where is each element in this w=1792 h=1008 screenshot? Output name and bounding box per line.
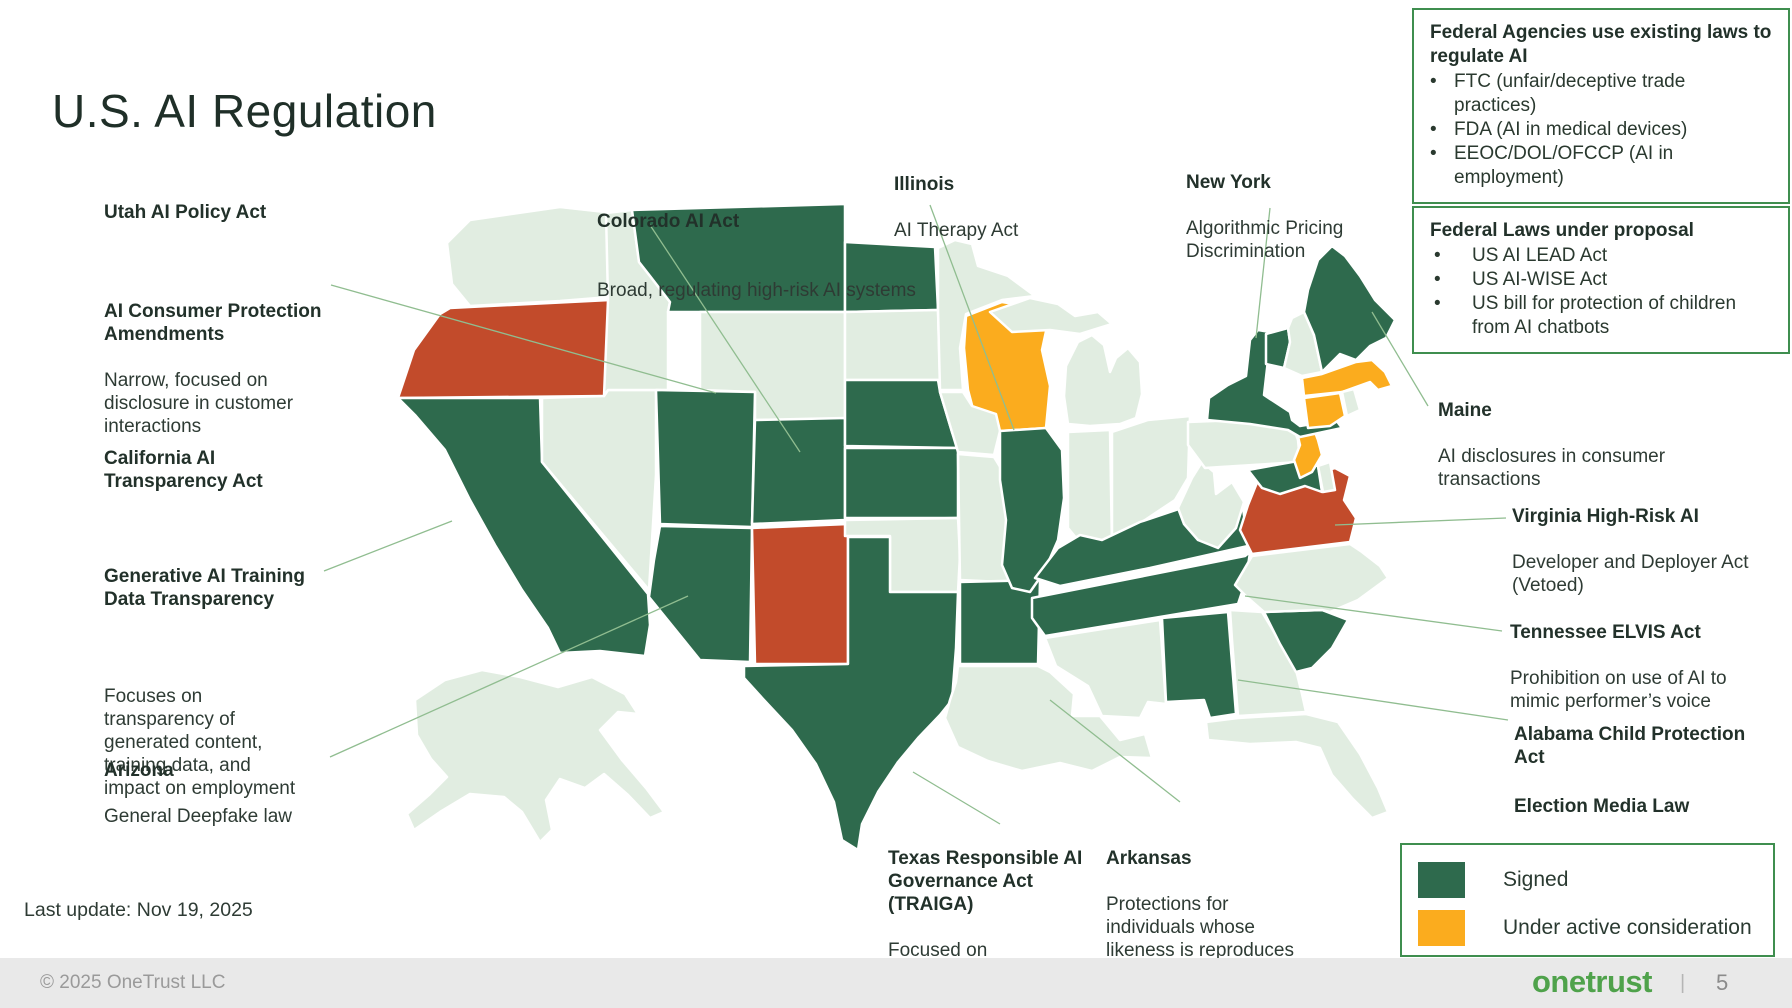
state-ks [843, 446, 960, 520]
state-fl [1204, 712, 1390, 820]
federal-laws-title: Federal Laws under proposal [1430, 220, 1694, 241]
page-title: U.S. AI Regulation [52, 85, 437, 137]
legend-row-signed: Signed [1418, 859, 1773, 901]
utah-heading: AI Consumer Protection Amendments [104, 301, 322, 345]
legend-label-consideration: Under active consideration [1503, 916, 1752, 939]
arizona-body: General Deepfake law [104, 806, 292, 827]
legend-label-signed: Signed [1503, 868, 1569, 891]
california-heading-2: Generative AI Training Data Transparency [104, 566, 305, 610]
state-or [396, 298, 612, 400]
annotation-virginia: Virginia High-Risk AI Developer and Depl… [1512, 482, 1749, 620]
onetrust-logo: onetrust [1532, 964, 1653, 999]
state-az [647, 524, 754, 664]
alabama-heading: Alabama Child Protection Act [1514, 724, 1746, 768]
annotation-california: California AI Transparency Act Generativ… [104, 424, 305, 823]
federal-agencies-title: Federal Agencies use existing laws to re… [1430, 22, 1772, 67]
state-al [1160, 610, 1238, 720]
list-item: EEOC/DOL/OFCCP (AI in employment) [1430, 142, 1772, 190]
state-wv [1176, 460, 1246, 550]
state-mi [1062, 333, 1144, 428]
annotation-colorado: Colorado AI Act Broad, regulating high-r… [597, 164, 916, 348]
state-il [998, 426, 1066, 594]
federal-agencies-box: Federal Agencies use existing laws to re… [1412, 8, 1790, 204]
state-mi-upper [988, 296, 1114, 336]
federal-laws-box: Federal Laws under proposal US AI LEAD A… [1412, 206, 1790, 354]
list-item: FDA (AI in medical devices) [1430, 118, 1772, 142]
arizona-heading: Arizona [104, 760, 174, 781]
bullet-icon [1430, 292, 1472, 340]
consideration-swatch [1418, 910, 1465, 946]
copyright-text: © 2025 OneTrust LLC [40, 972, 226, 993]
state-ut [654, 388, 757, 529]
list-item: FTC (unfair/deceptive trade practices) [1430, 70, 1772, 118]
maine-heading: Maine [1438, 400, 1492, 421]
annotation-maine: Maine AI disclosures in consumer transac… [1438, 376, 1665, 514]
new-york-heading: New York [1186, 172, 1271, 193]
footer-bar: © 2025 OneTrust LLC onetrust | 5 [0, 958, 1792, 1008]
annotation-alabama: Alabama Child Protection Act [1514, 700, 1745, 792]
annotation-utah: Utah AI Policy Act AI Consumer Protectio… [104, 178, 321, 461]
annotation-illinois: Illinois AI Therapy Act [894, 150, 1018, 265]
maine-body: AI disclosures in consumer transactions [1438, 446, 1666, 490]
utah-body: Narrow, focused on disclosure in custome… [104, 370, 294, 437]
new-york-body: Algorithmic Pricing Discrimination [1186, 218, 1344, 262]
state-ny [1205, 328, 1344, 439]
tennessee-heading: Tennessee ELVIS Act [1510, 622, 1701, 643]
tennessee-body: Prohibition on use of AI to mimic perfor… [1510, 668, 1727, 712]
bullet-icon [1430, 70, 1454, 118]
state-ak [405, 668, 666, 844]
annotation-election: Election Media Law [1514, 772, 1689, 841]
list-item: US AI-WISE Act [1430, 268, 1772, 292]
state-ri [1340, 387, 1362, 418]
california-heading-1: California AI Transparency Act [104, 448, 263, 492]
federal-laws-list: US AI LEAD Act US AI-WISE Act US bill fo… [1430, 244, 1772, 340]
texas-heading: Texas Responsible AI Governance Act (TRA… [888, 848, 1083, 915]
annotation-new-york: New York Algorithmic Pricing Discriminat… [1186, 148, 1343, 286]
bullet-icon [1430, 268, 1472, 292]
state-de [1316, 460, 1337, 494]
state-ct [1302, 391, 1347, 430]
state-tx [742, 535, 960, 852]
federal-agencies-list: FTC (unfair/deceptive trade practices) F… [1430, 70, 1772, 190]
annotation-arkansas: Arkansas Protections for individuals who… [1106, 824, 1294, 1008]
illinois-body: AI Therapy Act [894, 220, 1019, 241]
virginia-heading: Virginia High-Risk AI [1512, 506, 1699, 527]
legend-row-consideration: Under active consideration [1418, 907, 1773, 949]
illinois-heading: Illinois [894, 174, 955, 195]
bullet-icon [1430, 142, 1454, 190]
signed-swatch [1418, 862, 1465, 898]
arkansas-heading: Arkansas [1106, 848, 1192, 869]
list-item: US bill for protection of children from … [1430, 292, 1772, 340]
utah-title: Utah AI Policy Act [104, 202, 267, 223]
election-heading: Election Media Law [1514, 796, 1690, 817]
footer-divider: | [1680, 972, 1686, 994]
page-number: 5 [1716, 970, 1729, 995]
bullet-icon [1430, 244, 1472, 268]
virginia-body: Developer and Deployer Act (Vetoed) [1512, 552, 1749, 596]
annotation-arizona: Arizona General Deepfake law [104, 736, 292, 851]
state-nm [750, 522, 850, 666]
annotation-tennessee: Tennessee ELVIS Act Prohibition on use o… [1510, 598, 1727, 736]
last-update: Last update: Nov 19, 2025 [24, 899, 253, 921]
list-item: US AI LEAD Act [1430, 244, 1772, 268]
map-legend: Signed Under active consideration [1400, 843, 1775, 957]
state-co [750, 416, 847, 526]
california-body: Focuses on transparency of generated con… [104, 686, 296, 799]
bullet-icon [1430, 118, 1454, 142]
colorado-heading: Colorado AI Act [597, 211, 740, 232]
state-wa [445, 205, 616, 308]
colorado-body: Broad, regulating high-risk AI systems [597, 280, 916, 301]
